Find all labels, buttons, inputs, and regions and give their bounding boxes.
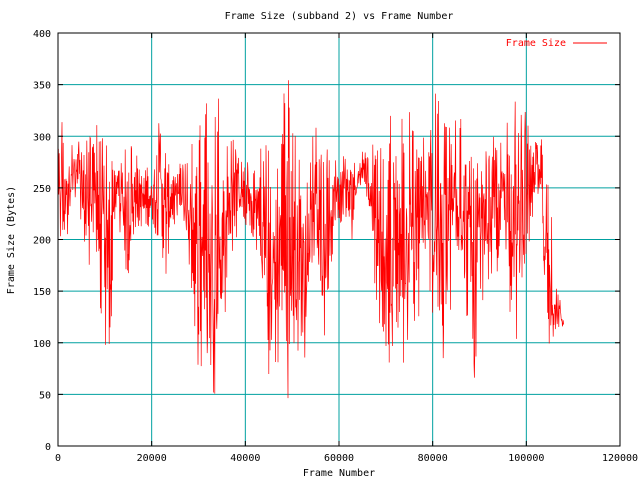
y-axis-label: Frame Size (Bytes) [6, 186, 17, 294]
x-tick-label: 40000 [230, 453, 260, 464]
chart-title: Frame Size (subband 2) vs Frame Number [225, 11, 454, 22]
axis-ticks: 0 50 100 150 200 250 300 350 400 0 20000 40000 60000… [33, 29, 638, 464]
y-tick-label: 200 [33, 236, 51, 247]
y-tick-label: 100 [33, 339, 51, 350]
series-line-frame-size [57, 80, 564, 399]
x-tick-label: 80000 [418, 453, 448, 464]
y-tick-label: 400 [33, 29, 51, 40]
x-tick-label: 100000 [508, 453, 544, 464]
y-tick-label: 300 [33, 132, 51, 143]
y-tick-label: 50 [39, 390, 51, 401]
series-frame-size [57, 80, 564, 399]
y-tick-label: 250 [33, 184, 51, 195]
x-tick-label: 60000 [324, 453, 354, 464]
x-tick-label: 0 [55, 453, 61, 464]
x-tick-label: 20000 [137, 453, 167, 464]
grid [58, 33, 620, 446]
y-tick-label: 150 [33, 287, 51, 298]
legend-label: Frame Size [506, 38, 566, 49]
x-tick-label: 120000 [602, 453, 638, 464]
y-tick-label: 350 [33, 81, 51, 92]
y-tick-label: 0 [45, 442, 51, 453]
x-axis-label: Frame Number [303, 468, 375, 479]
legend: Frame Size [506, 38, 607, 49]
